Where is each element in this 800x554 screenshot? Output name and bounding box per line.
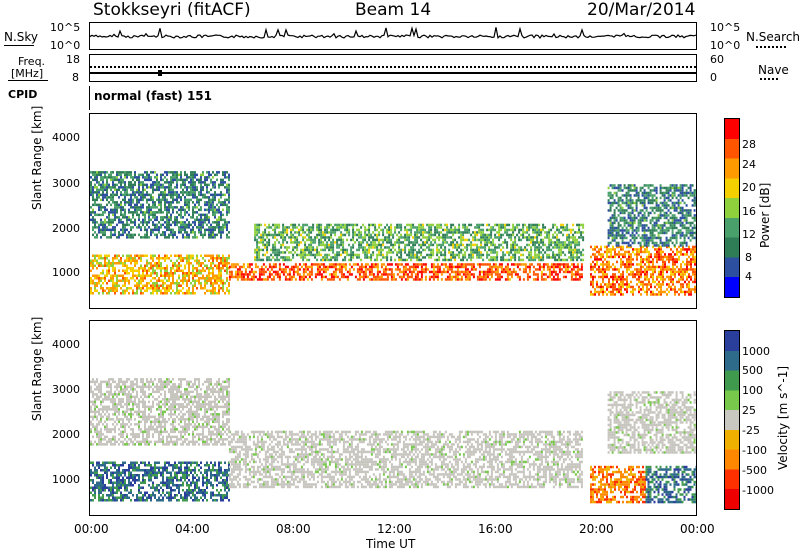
- velocity-ylabel: Slant Range [km]: [30, 316, 44, 421]
- power-cbar-label: Power [dB]: [758, 182, 772, 248]
- power-echo-band-4: [590, 245, 696, 296]
- power-echo-band-3: [90, 171, 230, 239]
- power-plot: [90, 171, 696, 296]
- xtick-0800: 08:00: [276, 522, 311, 536]
- power-ytick-2000: 2000: [52, 222, 80, 235]
- power-colorbar: [724, 118, 740, 298]
- velocity-echo-band-0: [90, 461, 230, 502]
- velocity-echo-band-4: [645, 465, 696, 504]
- power-cbar-tick-4: 4: [745, 270, 752, 283]
- xtick-2400: 00:00: [680, 522, 715, 536]
- xtick-2000: 20:00: [579, 522, 614, 536]
- vel-cbar-tick-100: 100: [742, 384, 763, 397]
- velocity-echo-band-1: [228, 430, 583, 489]
- xtick-1600: 16:00: [478, 522, 513, 536]
- freq-panel-frame: [89, 54, 697, 82]
- velocity-echo-band-3: [590, 465, 646, 504]
- cpid-panel-frame: [89, 86, 697, 110]
- nsky-tick-bottom: 10^0: [50, 39, 81, 52]
- nsky-trace: [90, 26, 696, 40]
- nsky-label: N.Sky: [4, 30, 39, 44]
- power-ytick-4000: 4000: [52, 131, 80, 144]
- vel-cbar-tick-m25: -25: [742, 424, 760, 437]
- power-cbar-tick-8: 8: [745, 251, 752, 264]
- vel-ytick-2000: 2000: [52, 428, 80, 441]
- power-echo-band-1: [228, 263, 583, 281]
- freq-unit-label: [MHz]: [11, 67, 44, 80]
- nave-tick-top: 60: [710, 53, 724, 66]
- vel-cbar-tick-m500: -500: [742, 464, 767, 477]
- velocity-echo-band-2: [90, 378, 230, 446]
- nave-tick-bottom: 0: [710, 71, 717, 84]
- nsearch-tick-bottom: 10^0: [710, 39, 741, 52]
- nsearch-tick-top: 10^5: [710, 21, 741, 34]
- vel-cbar-tick-1000: 1000: [742, 345, 770, 358]
- freq-label: Freq.: [18, 55, 46, 68]
- nsky-tick-top: 10^5: [50, 21, 81, 34]
- velocity-plot: [90, 378, 696, 504]
- velocity-plot-frame: [89, 320, 697, 516]
- power-plot-frame: [89, 113, 697, 309]
- vel-cbar-tick-m100: -100: [742, 444, 767, 457]
- power-cbar-tick-28: 28: [742, 138, 756, 151]
- nsky-underline: [4, 45, 34, 46]
- power-cbar-tick-24: 24: [742, 158, 756, 171]
- power-cbar-tick-12: 12: [742, 228, 756, 241]
- xtick-0400: 04:00: [175, 522, 210, 536]
- nsearch-label: N.Search: [746, 30, 800, 44]
- date-label: 20/Mar/2014: [587, 0, 696, 20]
- vel-cbar-tick-m1000: -1000: [742, 484, 774, 497]
- freq-tick-top: 18: [66, 53, 80, 66]
- power-echo-band-5: [607, 184, 696, 247]
- freq-tick-bottom: 8: [72, 71, 79, 84]
- nave-label: Nave: [758, 63, 789, 77]
- power-cbar-tick-20: 20: [742, 181, 756, 194]
- nave-dots: [760, 78, 778, 80]
- vel-cbar-tick-25: 25: [742, 404, 756, 417]
- power-echo-band-2: [254, 223, 585, 262]
- freq-underline: [8, 80, 48, 81]
- time-axis-label: Time UT: [366, 537, 416, 551]
- cpid-value: normal (fast) 151: [94, 89, 212, 103]
- power-cbar-tick-16: 16: [742, 205, 756, 218]
- power-echo-band-0: [90, 254, 230, 295]
- vel-ytick-1000: 1000: [52, 473, 80, 486]
- power-ytick-3000: 3000: [52, 177, 80, 190]
- freq-solid-line: [90, 72, 696, 74]
- xtick-1200: 12:00: [377, 522, 412, 536]
- velocity-colorbar: [724, 330, 740, 510]
- vel-cbar-tick-500: 500: [742, 364, 763, 377]
- freq-blip: [158, 70, 162, 76]
- velocity-echo-band-5: [607, 391, 696, 454]
- power-ytick-1000: 1000: [52, 266, 80, 279]
- cpid-label: CPID: [8, 88, 38, 101]
- xtick-0000: 00:00: [74, 522, 109, 536]
- vel-ytick-3000: 3000: [52, 383, 80, 396]
- vel-cbar-label: Velocity [m s^-1]: [776, 365, 790, 470]
- nsky-line: [90, 26, 696, 40]
- beam-label: Beam 14: [355, 0, 432, 20]
- station-title: Stokkseyri (fitACF): [93, 0, 251, 20]
- vel-ytick-4000: 4000: [52, 338, 80, 351]
- nsearch-dots: [756, 46, 786, 48]
- nave-dotted-line: [90, 66, 696, 68]
- power-ylabel: Slant Range [km]: [30, 105, 44, 210]
